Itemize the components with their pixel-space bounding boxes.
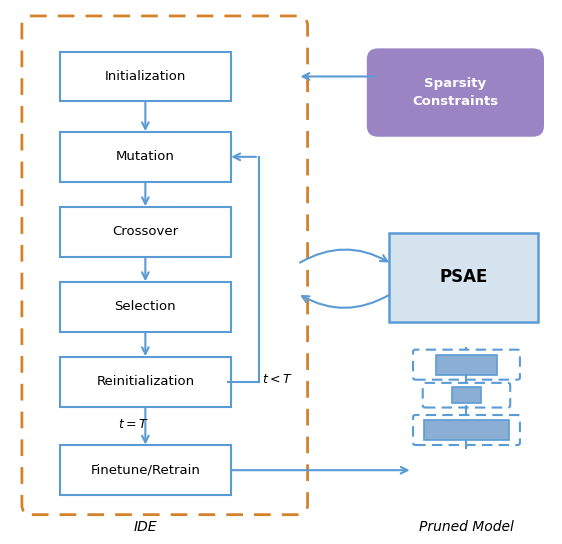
Text: PSAE: PSAE <box>439 268 488 286</box>
Text: Selection: Selection <box>115 300 176 313</box>
FancyBboxPatch shape <box>60 446 230 495</box>
FancyBboxPatch shape <box>60 132 230 182</box>
Text: Reinitialization: Reinitialization <box>96 375 194 388</box>
FancyBboxPatch shape <box>367 48 544 137</box>
Text: Sparsity
Constraints: Sparsity Constraints <box>413 77 498 108</box>
Text: Initialization: Initialization <box>105 70 186 83</box>
FancyBboxPatch shape <box>389 233 538 322</box>
FancyBboxPatch shape <box>424 420 509 440</box>
Text: IDE: IDE <box>134 521 157 534</box>
FancyBboxPatch shape <box>452 387 481 403</box>
Text: $t < T$: $t < T$ <box>262 373 292 386</box>
FancyBboxPatch shape <box>60 207 230 257</box>
FancyBboxPatch shape <box>436 355 497 375</box>
Text: $t = T$: $t = T$ <box>117 418 148 431</box>
Text: Mutation: Mutation <box>116 150 175 163</box>
FancyBboxPatch shape <box>60 282 230 332</box>
Text: Crossover: Crossover <box>112 225 178 238</box>
Text: Finetune/Retrain: Finetune/Retrain <box>90 463 200 477</box>
Text: Pruned Model: Pruned Model <box>419 521 514 534</box>
FancyBboxPatch shape <box>60 357 230 407</box>
FancyBboxPatch shape <box>60 52 230 101</box>
